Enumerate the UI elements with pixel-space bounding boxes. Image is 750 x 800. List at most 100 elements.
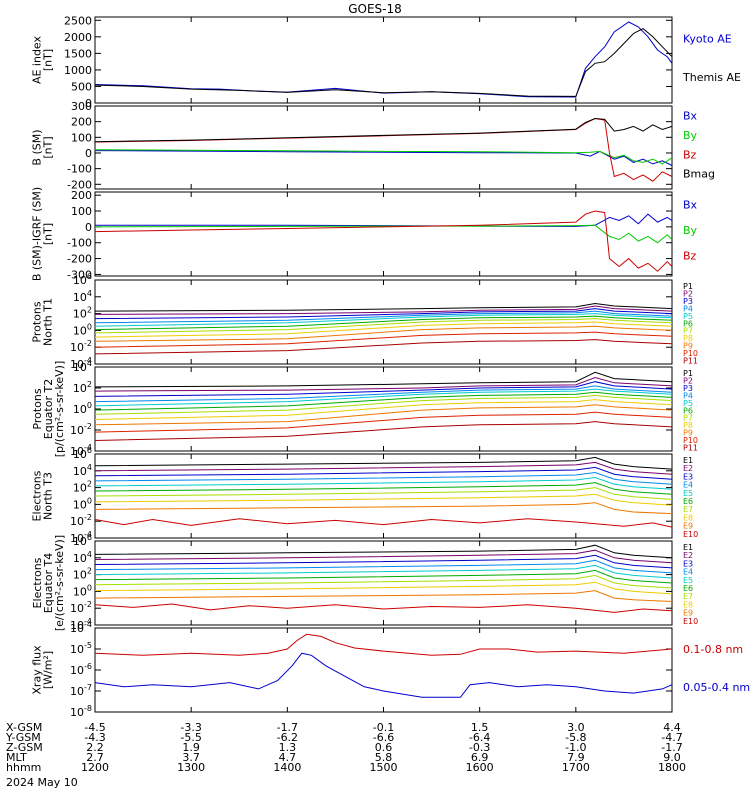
ephemeris-row-label: Y-GSM xyxy=(5,731,41,744)
y-axis-label: [nT] xyxy=(42,136,55,158)
legend-item: E10 xyxy=(683,617,698,626)
legend-item: P5 xyxy=(683,399,693,408)
series-p6 xyxy=(94,391,673,411)
legend-item: P6 xyxy=(683,319,693,328)
legend-item: By xyxy=(683,224,698,237)
series-p9 xyxy=(94,325,673,342)
legend-item: Themis AE xyxy=(682,71,741,84)
legend-item: P11 xyxy=(683,444,698,453)
y-tick-label: 1000 xyxy=(64,64,92,77)
y-tick-label: 2500 xyxy=(64,14,92,27)
y-tick-label: 100 xyxy=(73,496,92,511)
series-e1 xyxy=(94,456,673,470)
ephemeris-value: -0.1 xyxy=(373,721,394,734)
legend-item: E8 xyxy=(683,513,693,522)
y-tick-label: 102 xyxy=(73,380,92,395)
y-tick-label: 10-2 xyxy=(70,422,92,437)
y-tick-label: 104 xyxy=(73,463,92,478)
ephemeris-value: 9.0 xyxy=(663,751,681,764)
legend-item: E2 xyxy=(683,464,693,473)
series-e8 xyxy=(94,581,673,595)
series-e2 xyxy=(94,461,673,475)
series-e6 xyxy=(94,482,673,495)
series-p1 xyxy=(94,371,673,388)
legend-item: E8 xyxy=(683,600,693,609)
legend-item: P7 xyxy=(683,327,693,336)
panel-frame xyxy=(94,627,673,713)
legend-item: P9 xyxy=(683,429,693,438)
series-p9 xyxy=(94,404,673,426)
y-tick-label: -200 xyxy=(67,178,92,191)
ephemeris-value: 2.7 xyxy=(86,751,104,764)
series-bx xyxy=(95,213,673,227)
legend-item: P1 xyxy=(683,369,693,378)
legend-item: Bmag xyxy=(683,168,715,181)
y-tick-label: 104 xyxy=(73,359,92,374)
y-axis-label: AE index xyxy=(31,35,44,84)
y-axis-label: Electrons xyxy=(31,557,44,608)
series-e8 xyxy=(94,493,673,506)
ephemeris-value: -4.3 xyxy=(84,731,105,744)
ephemeris-value: -1.0 xyxy=(565,741,586,754)
legend-item: P4 xyxy=(683,304,693,313)
ephemeris-value: 5.8 xyxy=(375,751,393,764)
series-e10 xyxy=(94,518,673,528)
ephemeris-value: -4.5 xyxy=(84,721,105,734)
ephemeris-value: 1500 xyxy=(370,761,398,774)
legend-item: Bx xyxy=(683,199,698,212)
y-tick-label: 10-5 xyxy=(70,641,92,656)
y-axis-label: Xray flux xyxy=(31,645,44,695)
legend-item: P10 xyxy=(683,349,698,358)
y-axis-label: [nT] xyxy=(42,223,55,245)
panel-xray: 10-8 10-7 10-6 10-5 10-4 Xray flux[W/m²] 0.1-0… xyxy=(31,620,750,719)
series-p8 xyxy=(94,399,673,420)
legend-item: P3 xyxy=(683,297,693,306)
legend-item: P2 xyxy=(683,289,693,298)
y-tick-label: 10-7 xyxy=(70,683,92,698)
y-tick-label: 100 xyxy=(73,322,92,337)
y-tick-label: 100 xyxy=(73,401,92,416)
y-tick-label: 10-6 xyxy=(70,662,92,677)
series-p7 xyxy=(94,394,673,415)
ephemeris-value: 7.9 xyxy=(567,751,585,764)
y-tick-label: 100 xyxy=(71,205,92,218)
legend-item: E3 xyxy=(683,472,693,481)
y-tick-label: 102 xyxy=(73,306,92,321)
ephemeris-value: 4.7 xyxy=(279,751,297,764)
series-p5 xyxy=(94,313,673,327)
y-axis-label: North T3 xyxy=(42,472,55,520)
panel-bdiff: -300 -200 -100 0 100 200 B (SM)-IGRF (SM)[nT] B… xyxy=(31,187,698,282)
series-e4 xyxy=(94,559,673,574)
ephemeris-value: 1300 xyxy=(177,761,205,774)
series-e4 xyxy=(94,471,673,485)
series-p3 xyxy=(94,381,673,397)
panel-frame xyxy=(94,105,673,190)
y-tick-label: -200 xyxy=(67,253,92,266)
series-p1 xyxy=(94,302,673,312)
legend-item: E7 xyxy=(683,592,693,601)
panel-bsm: -200 -100 0 100 200 300 B (SM)[nT] Bx By Bz Bmag xyxy=(31,100,716,191)
legend-item: Bz xyxy=(683,250,697,263)
series-e3 xyxy=(94,554,673,569)
legend-item: E6 xyxy=(683,497,693,506)
series-0-05-0-4-nm xyxy=(94,652,673,698)
series-p4 xyxy=(94,310,673,324)
y-tick-label: 102 xyxy=(73,567,92,582)
series-p5 xyxy=(94,388,673,407)
series-p10 xyxy=(94,411,673,433)
series-e3 xyxy=(94,466,673,480)
legend-item: P4 xyxy=(683,391,693,400)
series-p2 xyxy=(94,376,673,392)
series-by xyxy=(94,224,673,244)
legend-item: 0.05-0.4 nm xyxy=(683,681,750,694)
panel-frame xyxy=(94,16,673,104)
series-kyoto-ae xyxy=(94,21,673,98)
series-p7 xyxy=(94,318,673,334)
y-axis-label: B (SM) xyxy=(31,129,44,165)
y-tick-label: 0 xyxy=(85,97,92,110)
y-tick-label: 104 xyxy=(73,289,92,304)
ephemeris-value: 1400 xyxy=(273,761,301,774)
